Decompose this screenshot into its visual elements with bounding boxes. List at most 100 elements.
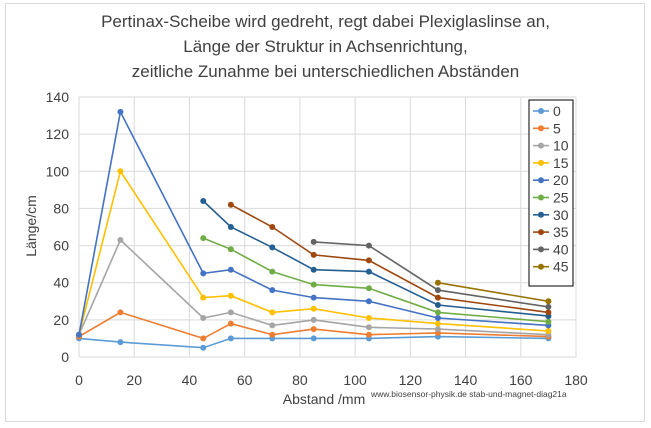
data-point <box>227 246 234 253</box>
legend-swatch-marker <box>538 159 544 166</box>
y-tick-label: 120 <box>46 126 70 142</box>
data-point <box>200 294 207 301</box>
series-25 <box>200 235 552 325</box>
series-40 <box>310 238 552 310</box>
data-point <box>545 303 552 310</box>
series-20 <box>76 108 552 338</box>
data-point <box>365 268 372 275</box>
series-line-20 <box>78 109 549 335</box>
data-point <box>227 309 234 316</box>
data-point <box>200 315 207 321</box>
data-point <box>545 298 552 305</box>
series-30 <box>200 198 552 320</box>
y-tick-label: 20 <box>53 312 69 328</box>
data-point <box>365 331 372 338</box>
data-point <box>310 251 317 258</box>
y-tick-label: 0 <box>61 349 69 365</box>
data-point <box>227 320 234 327</box>
data-point <box>310 335 317 342</box>
y-tick-label: 100 <box>46 163 70 179</box>
data-point <box>310 294 317 301</box>
series-line-35 <box>230 203 549 314</box>
x-tick-labels: 0 20 40 60 80 100 120 140 160 180 <box>75 372 588 388</box>
data-point <box>117 339 124 346</box>
data-point <box>434 302 441 308</box>
data-point <box>434 287 441 294</box>
legend-label: 25 <box>553 190 569 206</box>
gridlines <box>78 96 577 358</box>
series-lines <box>76 108 552 351</box>
x-tick-label: 100 <box>343 372 367 388</box>
data-point <box>434 309 441 316</box>
data-point <box>117 237 124 243</box>
x-tick-label: 0 <box>75 372 83 388</box>
legend-label: 30 <box>553 207 569 223</box>
legend-swatch-marker <box>538 177 544 184</box>
legend-label: 20 <box>553 172 569 188</box>
data-point <box>269 287 276 294</box>
data-point <box>200 344 207 351</box>
series-35 <box>227 201 552 316</box>
legend-label: 40 <box>553 241 569 257</box>
data-point <box>227 292 234 299</box>
series-45 <box>434 279 552 305</box>
source-annotation: www.biosensor-physik.de stab-und-magnet-… <box>370 389 567 399</box>
x-axis-label: Abstand /mm <box>283 391 365 407</box>
legend-swatch-marker <box>538 263 544 270</box>
x-tick-label: 60 <box>237 372 253 388</box>
data-point <box>269 244 276 251</box>
series-line-45 <box>437 281 549 303</box>
data-point <box>365 298 372 305</box>
data-point <box>310 266 317 273</box>
data-point <box>200 335 207 342</box>
x-tick-label: 80 <box>292 372 308 388</box>
y-tick-label: 40 <box>53 275 69 291</box>
data-point <box>227 266 234 273</box>
data-point <box>200 270 207 277</box>
series-10 <box>76 237 552 338</box>
x-tick-label: 20 <box>126 372 142 388</box>
data-point <box>365 242 372 249</box>
legend-swatch-marker <box>538 125 544 132</box>
legend-label: 15 <box>553 155 569 171</box>
legend-swatch-marker <box>538 142 544 149</box>
data-point <box>310 281 317 288</box>
legend-box <box>528 99 574 287</box>
data-point <box>227 224 234 230</box>
x-tick-label: 180 <box>564 372 588 388</box>
data-point <box>310 305 317 312</box>
data-point <box>310 326 317 333</box>
data-point <box>434 315 441 321</box>
x-tick-label: 140 <box>454 372 478 388</box>
legend-swatch-marker <box>538 108 544 114</box>
data-point <box>545 328 552 334</box>
data-point <box>365 315 372 321</box>
data-point <box>117 309 124 316</box>
y-tick-labels: 0 20 40 60 80 100 120 140 <box>46 89 70 365</box>
data-point <box>269 224 276 230</box>
y-tick-label: 140 <box>46 89 70 105</box>
data-point <box>117 108 124 115</box>
data-point <box>117 168 124 175</box>
legend-swatch-marker <box>538 211 544 218</box>
x-tick-label: 120 <box>399 372 423 388</box>
chart-title-line-1: Pertinax-Scheibe wird gedreht, regt dabe… <box>101 12 550 31</box>
series-0 <box>76 333 552 351</box>
legend-label: 0 <box>553 103 561 119</box>
data-point <box>269 309 276 316</box>
chart-title-line-3: zeitliche Zunahme bei unterschiedlichen … <box>131 62 520 81</box>
data-point <box>200 198 207 204</box>
series-line-40 <box>313 241 549 308</box>
data-point <box>545 318 552 325</box>
data-point <box>434 279 441 286</box>
data-point <box>227 201 234 208</box>
data-point <box>310 238 317 245</box>
legend-label: 10 <box>553 138 569 154</box>
data-point <box>269 268 276 275</box>
data-point <box>434 320 441 327</box>
x-tick-label: 160 <box>509 372 533 388</box>
data-point <box>269 331 276 338</box>
legend-label: 35 <box>553 224 569 240</box>
